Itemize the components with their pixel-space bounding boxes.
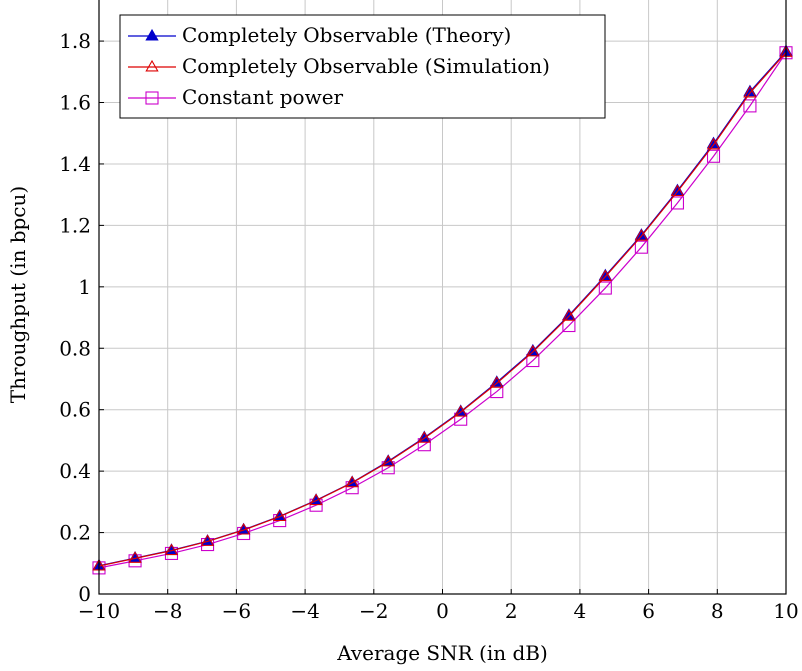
y-tick-label: 1.8 (59, 29, 91, 53)
y-tick-label: 0.2 (59, 521, 91, 545)
data-point (706, 137, 721, 150)
x-tick-label: −2 (359, 599, 388, 623)
x-tick-label: −6 (222, 599, 251, 623)
x-axis-label: Average SNR (in dB) (336, 641, 548, 665)
y-axis-label: Throughput (in bpcu) (6, 186, 30, 403)
data-point (454, 405, 468, 417)
legend-entry: Constant power (128, 85, 344, 109)
data-point (634, 229, 649, 241)
data-point (345, 475, 359, 488)
legend-box (119, 14, 606, 119)
y-tick-label: 0 (78, 582, 91, 606)
data-point (381, 454, 395, 467)
data-point (598, 269, 612, 282)
x-tick-label: 10 (773, 599, 798, 623)
y-tick-label: 0.6 (59, 398, 91, 422)
data-point (743, 99, 757, 113)
data-point (670, 184, 685, 197)
legend-swatch-marker (145, 91, 159, 105)
x-tick-label: 6 (642, 599, 655, 623)
data-point (164, 543, 179, 556)
data-point (273, 509, 287, 522)
series-line (98, 52, 787, 567)
data-point (200, 534, 215, 546)
tick-labels: −10 −8 −6 −4 −2 0 2 4 6 8 10 0 0.2 0.4 0.6 0.8 1 1.2 1.4 1.… (59, 29, 799, 623)
data-point (743, 85, 757, 98)
y-tick-label: 0.4 (59, 459, 91, 483)
legend-label: Constant power (182, 85, 344, 109)
data-point (562, 309, 576, 321)
legend-label: Completely Observable (Simulation) (182, 54, 550, 78)
data-point (417, 431, 431, 443)
legend-label: Completely Observable (Theory) (182, 23, 511, 47)
y-tick-label: 1 (78, 275, 91, 299)
data-point (670, 196, 685, 210)
x-tick-label: 0 (436, 599, 449, 623)
y-tick-label: 0.8 (59, 336, 91, 360)
x-tick-label: 2 (505, 599, 518, 623)
data-point (706, 136, 721, 149)
legend: Completely Observable (Theory) Completely… (119, 14, 606, 119)
data-point (706, 149, 721, 163)
x-tick-label: −10 (78, 599, 120, 623)
data-point (743, 84, 757, 97)
x-tick-label: 8 (711, 599, 724, 623)
legend-swatch-marker (145, 28, 159, 41)
legend-entry: Completely Observable (Simulation) (128, 54, 550, 78)
data-point (236, 523, 251, 535)
x-tick-label: −8 (153, 599, 182, 623)
y-tick-label: 1.6 (59, 91, 91, 115)
data-point (128, 551, 142, 563)
legend-entry: Completely Observable (Theory) (128, 23, 511, 47)
x-tick-label: −4 (290, 599, 319, 623)
data-point (598, 281, 612, 295)
series-1 (92, 45, 793, 571)
data-point (526, 344, 540, 357)
legend-swatch-marker (145, 59, 159, 72)
y-tick-label: 1.2 (59, 213, 91, 237)
data-point (490, 376, 504, 388)
data-point (309, 493, 323, 506)
y-tick-label: 1.4 (59, 152, 91, 176)
x-tick-label: 4 (574, 599, 587, 623)
data-point (634, 240, 648, 254)
